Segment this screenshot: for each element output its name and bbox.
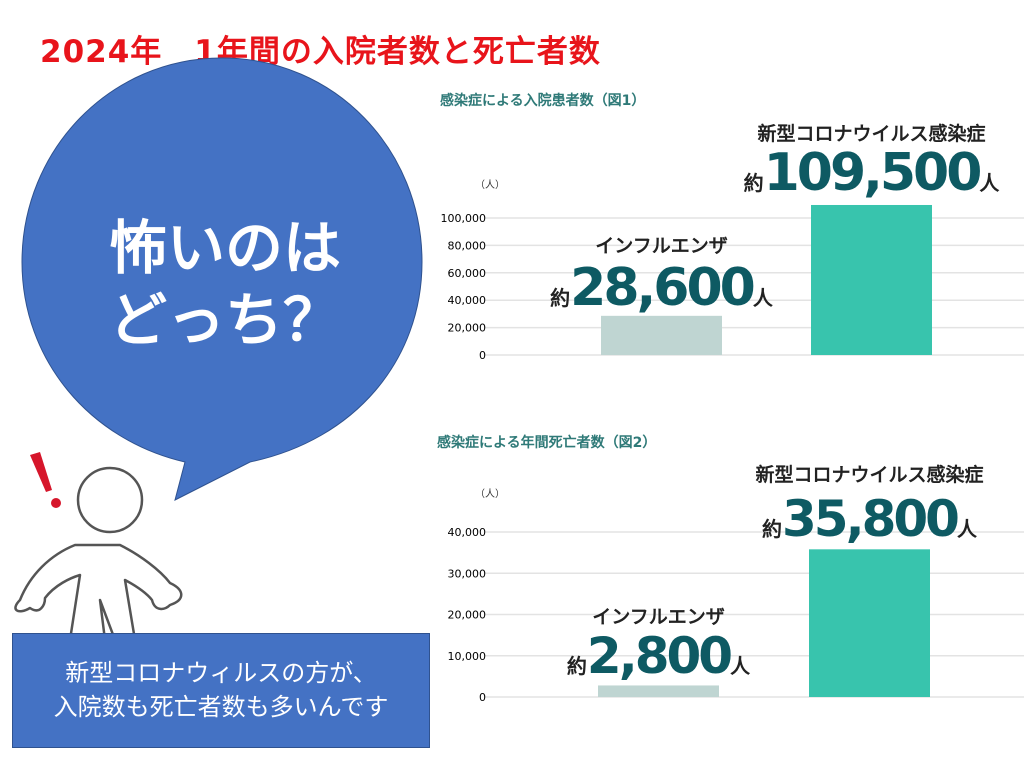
value-suffix: 人: [730, 654, 751, 678]
y-tick-label: 30,000: [448, 567, 487, 580]
bar-influenza: [601, 315, 722, 355]
y-axis-unit: （人）: [475, 179, 505, 191]
exclamation-icon: [30, 452, 61, 508]
value-label: 約109,500人: [744, 143, 1001, 203]
y-tick-label: 10,000: [448, 650, 487, 663]
summary-box: 新型コロナウィルスの方が、 入院数も死亡者数も多いんです: [12, 633, 430, 748]
category-label: 新型コロナウイルス感染症: [757, 122, 985, 145]
y-tick-label: 80,000: [448, 239, 487, 252]
bubble-text-line2: どっち？: [108, 286, 341, 354]
bar-influenza: [598, 685, 719, 697]
value-number: 35,800: [782, 490, 958, 548]
value-prefix: 約: [550, 286, 570, 310]
y-tick-label: 60,000: [448, 267, 487, 280]
category-label: 新型コロナウイルス感染症: [755, 463, 983, 486]
chart1-title: 感染症による入院患者数（図1）: [440, 93, 646, 109]
value-prefix: 約: [744, 171, 764, 195]
value-label: 約2,800人: [567, 627, 751, 685]
speech-bubble: [14, 57, 423, 642]
summary-line1: 新型コロナウィルスの方が、: [65, 659, 377, 687]
chart2-title: 感染症による年間死亡者数（図2）: [437, 435, 657, 451]
y-tick-label: 40,000: [448, 526, 487, 539]
value-prefix: 約: [567, 654, 587, 678]
person-illustration: [14, 466, 183, 642]
y-tick-label: 0: [479, 691, 486, 704]
y-tick-label: 0: [479, 349, 486, 362]
value-label: 約28,600人: [550, 258, 774, 318]
value-suffix: 人: [979, 171, 1000, 195]
value-prefix: 約: [762, 517, 782, 541]
category-label: インフルエンザ: [592, 606, 724, 628]
bar-covid: [811, 204, 932, 355]
chart2: （人）010,00020,00030,00040,000インフルエンザ約2,80…: [448, 463, 1024, 704]
value-number: 28,600: [570, 258, 753, 318]
summary-line2: 入院数も死亡者数も多いんです: [53, 693, 389, 721]
y-tick-label: 100,000: [441, 212, 487, 225]
category-label: インフルエンザ: [595, 235, 727, 257]
y-tick-label: 20,000: [448, 609, 487, 622]
value-suffix: 人: [753, 286, 774, 310]
chart1: （人） 0 20,000 40,000 60,000 80,000 100,000 インフルエ…: [441, 122, 1024, 362]
bubble-text-line1: 怖いのは: [108, 214, 341, 282]
value-number: 2,800: [587, 627, 731, 685]
bar-covid: [809, 549, 930, 697]
y-tick-label: 40,000: [448, 294, 487, 307]
value-number: 109,500: [764, 143, 981, 203]
y-axis-unit: （人）: [475, 488, 505, 500]
value-label: 約35,800人: [762, 490, 978, 548]
y-tick-label: 20,000: [448, 322, 487, 335]
value-suffix: 人: [957, 517, 978, 541]
